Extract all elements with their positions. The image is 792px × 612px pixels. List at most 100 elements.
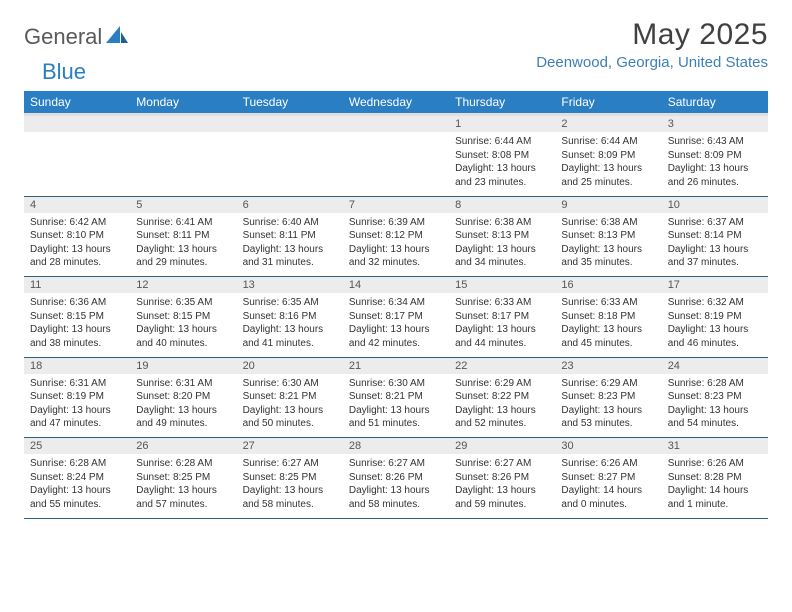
sunset-line: Sunset: 8:19 PM [30,390,124,404]
day-number-cell: 17 [662,277,768,294]
sunset-line: Sunset: 8:27 PM [561,471,655,485]
sunrise-line: Sunrise: 6:38 AM [455,216,549,230]
sunset-line: Sunset: 8:13 PM [455,229,549,243]
sunset-line: Sunset: 8:11 PM [136,229,230,243]
weekday-header-row: Sunday Monday Tuesday Wednesday Thursday… [24,91,768,115]
day-number-cell: 7 [343,196,449,213]
day-number-cell: 19 [130,357,236,374]
daylight-line: Daylight: 14 hours and 1 minute. [668,484,762,511]
sunrise-line: Sunrise: 6:31 AM [136,377,230,391]
day-number-cell [130,115,236,133]
day-content-cell [24,132,130,196]
day-content-cell: Sunrise: 6:27 AMSunset: 8:26 PMDaylight:… [343,454,449,518]
day-content-cell: Sunrise: 6:29 AMSunset: 8:22 PMDaylight:… [449,374,555,438]
sunrise-line: Sunrise: 6:39 AM [349,216,443,230]
day-number-cell: 13 [237,277,343,294]
day-content-cell: Sunrise: 6:30 AMSunset: 8:21 PMDaylight:… [343,374,449,438]
sunrise-line: Sunrise: 6:29 AM [455,377,549,391]
sunrise-line: Sunrise: 6:32 AM [668,296,762,310]
sunrise-line: Sunrise: 6:40 AM [243,216,337,230]
day-content-cell: Sunrise: 6:35 AMSunset: 8:16 PMDaylight:… [237,293,343,357]
day-number-cell: 12 [130,277,236,294]
day-number-cell: 2 [555,115,661,133]
daylight-line: Daylight: 13 hours and 49 minutes. [136,404,230,431]
sunrise-line: Sunrise: 6:28 AM [30,457,124,471]
daylight-line: Daylight: 13 hours and 58 minutes. [349,484,443,511]
day-number-cell [343,115,449,133]
day-content-cell: Sunrise: 6:31 AMSunset: 8:20 PMDaylight:… [130,374,236,438]
day-number-cell: 27 [237,438,343,455]
sunset-line: Sunset: 8:26 PM [349,471,443,485]
sunset-line: Sunset: 8:17 PM [349,310,443,324]
daylight-line: Daylight: 13 hours and 31 minutes. [243,243,337,270]
day-number-cell: 30 [555,438,661,455]
daylight-line: Daylight: 13 hours and 58 minutes. [243,484,337,511]
day-content-cell: Sunrise: 6:37 AMSunset: 8:14 PMDaylight:… [662,213,768,277]
sunset-line: Sunset: 8:14 PM [668,229,762,243]
day-number-cell: 18 [24,357,130,374]
sunset-line: Sunset: 8:23 PM [561,390,655,404]
day-content-cell: Sunrise: 6:38 AMSunset: 8:13 PMDaylight:… [555,213,661,277]
weekday-header: Saturday [662,91,768,115]
content-row: Sunrise: 6:42 AMSunset: 8:10 PMDaylight:… [24,213,768,277]
daylight-line: Daylight: 13 hours and 26 minutes. [668,162,762,189]
calendar-table: Sunday Monday Tuesday Wednesday Thursday… [24,91,768,519]
weekday-header: Sunday [24,91,130,115]
sunset-line: Sunset: 8:22 PM [455,390,549,404]
daylight-line: Daylight: 13 hours and 52 minutes. [455,404,549,431]
daylight-line: Daylight: 13 hours and 42 minutes. [349,323,443,350]
day-number-cell: 25 [24,438,130,455]
brand-sail-icon [106,26,128,49]
daylight-line: Daylight: 13 hours and 37 minutes. [668,243,762,270]
day-number-cell: 10 [662,196,768,213]
day-content-cell: Sunrise: 6:30 AMSunset: 8:21 PMDaylight:… [237,374,343,438]
daylight-line: Daylight: 13 hours and 51 minutes. [349,404,443,431]
content-row: Sunrise: 6:28 AMSunset: 8:24 PMDaylight:… [24,454,768,518]
day-number-cell: 6 [237,196,343,213]
day-content-cell [237,132,343,196]
daylight-line: Daylight: 13 hours and 57 minutes. [136,484,230,511]
content-row: Sunrise: 6:44 AMSunset: 8:08 PMDaylight:… [24,132,768,196]
calendar-page: General May 2025 Deenwood, Georgia, Unit… [0,0,792,531]
sunset-line: Sunset: 8:09 PM [561,149,655,163]
daynum-row: 11121314151617 [24,277,768,294]
daylight-line: Daylight: 13 hours and 53 minutes. [561,404,655,431]
day-number-cell: 28 [343,438,449,455]
sunrise-line: Sunrise: 6:27 AM [455,457,549,471]
daylight-line: Daylight: 13 hours and 40 minutes. [136,323,230,350]
weekday-header: Monday [130,91,236,115]
brand-text-general: General [24,24,102,50]
day-content-cell: Sunrise: 6:28 AMSunset: 8:25 PMDaylight:… [130,454,236,518]
weekday-header: Wednesday [343,91,449,115]
day-content-cell: Sunrise: 6:43 AMSunset: 8:09 PMDaylight:… [662,132,768,196]
day-number-cell: 22 [449,357,555,374]
calendar-body: 123 Sunrise: 6:44 AMSunset: 8:08 PMDayli… [24,115,768,519]
sunrise-line: Sunrise: 6:35 AM [243,296,337,310]
sunset-line: Sunset: 8:09 PM [668,149,762,163]
sunset-line: Sunset: 8:23 PM [668,390,762,404]
sunset-line: Sunset: 8:17 PM [455,310,549,324]
sunrise-line: Sunrise: 6:28 AM [668,377,762,391]
day-number-cell: 5 [130,196,236,213]
sunset-line: Sunset: 8:19 PM [668,310,762,324]
sunrise-line: Sunrise: 6:26 AM [668,457,762,471]
day-number-cell: 3 [662,115,768,133]
day-content-cell [343,132,449,196]
daylight-line: Daylight: 13 hours and 46 minutes. [668,323,762,350]
sunrise-line: Sunrise: 6:28 AM [136,457,230,471]
day-number-cell: 1 [449,115,555,133]
daylight-line: Daylight: 13 hours and 44 minutes. [455,323,549,350]
day-number-cell: 23 [555,357,661,374]
daylight-line: Daylight: 13 hours and 32 minutes. [349,243,443,270]
day-content-cell: Sunrise: 6:32 AMSunset: 8:19 PMDaylight:… [662,293,768,357]
day-content-cell: Sunrise: 6:29 AMSunset: 8:23 PMDaylight:… [555,374,661,438]
sunrise-line: Sunrise: 6:43 AM [668,135,762,149]
daylight-line: Daylight: 13 hours and 28 minutes. [30,243,124,270]
sunrise-line: Sunrise: 6:33 AM [561,296,655,310]
day-content-cell: Sunrise: 6:36 AMSunset: 8:15 PMDaylight:… [24,293,130,357]
sunset-line: Sunset: 8:13 PM [561,229,655,243]
day-content-cell: Sunrise: 6:26 AMSunset: 8:28 PMDaylight:… [662,454,768,518]
day-content-cell: Sunrise: 6:33 AMSunset: 8:18 PMDaylight:… [555,293,661,357]
day-number-cell: 24 [662,357,768,374]
day-content-cell: Sunrise: 6:38 AMSunset: 8:13 PMDaylight:… [449,213,555,277]
